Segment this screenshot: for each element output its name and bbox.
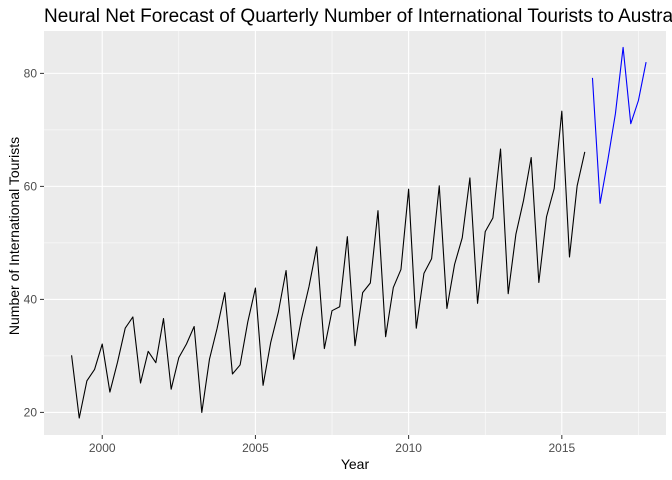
y-tick-label: 40 xyxy=(24,292,38,306)
y-axis-title: Number of International Tourists xyxy=(6,137,22,335)
x-tick-label: 2005 xyxy=(242,441,269,455)
x-axis-title: Year xyxy=(341,456,370,472)
series-line-forecast xyxy=(591,46,647,204)
x-tick-label: 2000 xyxy=(89,441,116,455)
x-axis-ticks: 2000 2005 2010 2015 xyxy=(89,435,575,455)
y-axis-ticks: 20 40 60 80 xyxy=(24,66,44,419)
grid-major xyxy=(44,31,666,435)
chart-title: Neural Net Forecast of Quarterly Number … xyxy=(44,6,672,27)
y-tick-label: 60 xyxy=(24,179,38,193)
series-line-observed xyxy=(71,110,586,419)
y-tick-label: 80 xyxy=(24,66,38,80)
x-tick-label: 2015 xyxy=(548,441,575,455)
y-tick-label: 20 xyxy=(24,405,38,419)
plot-panel xyxy=(44,31,666,435)
series-lines xyxy=(71,46,647,419)
x-tick-label: 2010 xyxy=(395,441,422,455)
